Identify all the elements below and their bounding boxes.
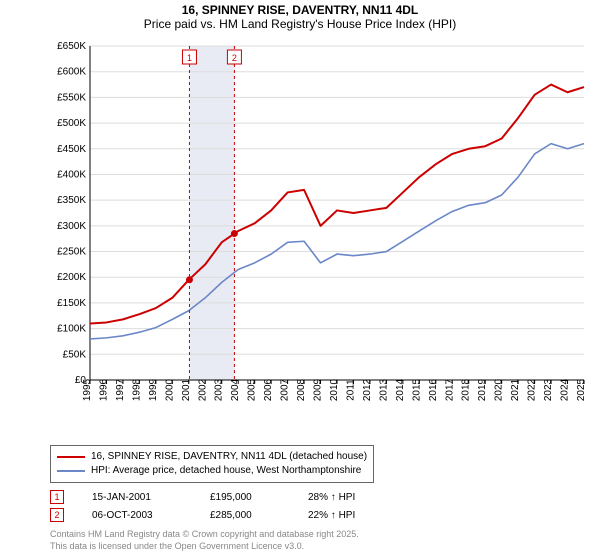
- svg-text:2001: 2001: [181, 378, 192, 401]
- svg-text:2021: 2021: [510, 378, 521, 401]
- svg-text:£400K: £400K: [57, 169, 86, 180]
- events-table: 1 15-JAN-2001 £195,000 28% ↑ HPI 2 06-OC…: [50, 488, 388, 524]
- svg-text:£550K: £550K: [57, 92, 86, 103]
- event-price-1: £285,000: [210, 510, 280, 521]
- chart-area: £0£50K£100K£150K£200K£250K£300K£350K£400…: [50, 40, 590, 410]
- title-block: 16, SPINNEY RISE, DAVENTRY, NN11 4DL Pri…: [0, 0, 600, 33]
- svg-text:1996: 1996: [98, 378, 109, 401]
- svg-text:2024: 2024: [560, 378, 571, 401]
- svg-text:1995: 1995: [82, 378, 93, 401]
- svg-text:£250K: £250K: [57, 247, 86, 258]
- legend-label-1: HPI: Average price, detached house, West…: [91, 464, 361, 478]
- title-line1: 16, SPINNEY RISE, DAVENTRY, NN11 4DL: [0, 3, 600, 17]
- footer: Contains HM Land Registry data © Crown c…: [50, 528, 359, 552]
- svg-text:£350K: £350K: [57, 195, 86, 206]
- chart-container: 16, SPINNEY RISE, DAVENTRY, NN11 4DL Pri…: [0, 0, 600, 560]
- svg-text:1998: 1998: [131, 378, 142, 401]
- svg-text:£600K: £600K: [57, 67, 86, 78]
- footer-line2: This data is licensed under the Open Gov…: [50, 540, 359, 552]
- svg-text:2018: 2018: [461, 378, 472, 401]
- legend: 16, SPINNEY RISE, DAVENTRY, NN11 4DL (de…: [50, 445, 374, 483]
- svg-text:2017: 2017: [444, 378, 455, 401]
- svg-text:1999: 1999: [148, 378, 159, 401]
- svg-text:2007: 2007: [280, 378, 291, 401]
- svg-text:2025: 2025: [576, 378, 587, 401]
- event-row-0: 1 15-JAN-2001 £195,000 28% ↑ HPI: [50, 488, 388, 506]
- svg-text:2016: 2016: [428, 378, 439, 401]
- footer-line1: Contains HM Land Registry data © Crown c…: [50, 528, 359, 540]
- chart-svg: £0£50K£100K£150K£200K£250K£300K£350K£400…: [50, 40, 590, 410]
- svg-text:2020: 2020: [494, 378, 505, 401]
- svg-text:2023: 2023: [543, 378, 554, 401]
- svg-text:2: 2: [232, 53, 237, 63]
- svg-text:2011: 2011: [345, 379, 356, 401]
- svg-text:£200K: £200K: [57, 272, 86, 283]
- event-pct-1: 22% ↑ HPI: [308, 510, 388, 521]
- svg-text:£500K: £500K: [57, 118, 86, 129]
- legend-swatch-0: [57, 456, 85, 458]
- svg-text:£450K: £450K: [57, 144, 86, 155]
- svg-text:2015: 2015: [411, 378, 422, 401]
- svg-text:2005: 2005: [247, 378, 258, 401]
- event-row-1: 2 06-OCT-2003 £285,000 22% ↑ HPI: [50, 506, 388, 524]
- event-price-0: £195,000: [210, 492, 280, 503]
- svg-text:2008: 2008: [296, 378, 307, 401]
- svg-text:2010: 2010: [329, 378, 340, 401]
- event-date-0: 15-JAN-2001: [92, 492, 182, 503]
- svg-text:2000: 2000: [164, 378, 175, 401]
- event-badge-0: 1: [50, 490, 64, 504]
- svg-text:2022: 2022: [527, 378, 538, 401]
- svg-text:£150K: £150K: [57, 298, 86, 309]
- svg-text:£650K: £650K: [57, 41, 86, 52]
- legend-label-0: 16, SPINNEY RISE, DAVENTRY, NN11 4DL (de…: [91, 450, 367, 464]
- svg-text:2002: 2002: [197, 378, 208, 401]
- svg-text:2014: 2014: [395, 378, 406, 401]
- svg-text:2003: 2003: [214, 378, 225, 401]
- svg-text:2012: 2012: [362, 378, 373, 401]
- title-line2: Price paid vs. HM Land Registry's House …: [0, 17, 600, 31]
- svg-text:2019: 2019: [477, 378, 488, 401]
- event-date-1: 06-OCT-2003: [92, 510, 182, 521]
- svg-text:2009: 2009: [313, 378, 324, 401]
- svg-text:£300K: £300K: [57, 221, 86, 232]
- legend-row-0: 16, SPINNEY RISE, DAVENTRY, NN11 4DL (de…: [57, 450, 367, 464]
- legend-swatch-1: [57, 470, 85, 472]
- svg-text:2006: 2006: [263, 378, 274, 401]
- svg-text:2013: 2013: [378, 378, 389, 401]
- svg-text:£100K: £100K: [57, 324, 86, 335]
- svg-text:1: 1: [187, 53, 192, 63]
- event-pct-0: 28% ↑ HPI: [308, 492, 388, 503]
- legend-row-1: HPI: Average price, detached house, West…: [57, 464, 367, 478]
- svg-text:2004: 2004: [230, 378, 241, 401]
- event-badge-1: 2: [50, 508, 64, 522]
- svg-text:£50K: £50K: [63, 349, 87, 360]
- svg-text:1997: 1997: [115, 378, 126, 401]
